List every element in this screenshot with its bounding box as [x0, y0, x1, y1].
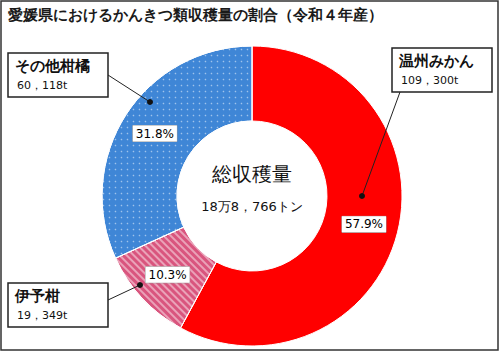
- svg-text:19，349t: 19，349t: [17, 309, 68, 322]
- svg-text:57.9%: 57.9%: [345, 217, 383, 231]
- svg-text:温州みかん: 温州みかん: [398, 52, 474, 70]
- svg-text:伊予柑: 伊予柑: [14, 287, 60, 305]
- svg-text:18万8，766トン: 18万8，766トン: [201, 199, 303, 214]
- svg-text:109，300t: 109，300t: [401, 74, 459, 87]
- svg-text:総収穫量: 総収穫量: [211, 162, 292, 186]
- svg-text:31.8%: 31.8%: [136, 127, 174, 141]
- svg-text:10.3%: 10.3%: [148, 268, 186, 282]
- svg-text:愛媛県におけるかんきつ類収穫量の割合（令和４年産）: 愛媛県におけるかんきつ類収穫量の割合（令和４年産）: [8, 6, 383, 24]
- svg-text:60，118t: 60，118t: [17, 79, 68, 92]
- svg-text:その他柑橘: その他柑橘: [15, 57, 90, 75]
